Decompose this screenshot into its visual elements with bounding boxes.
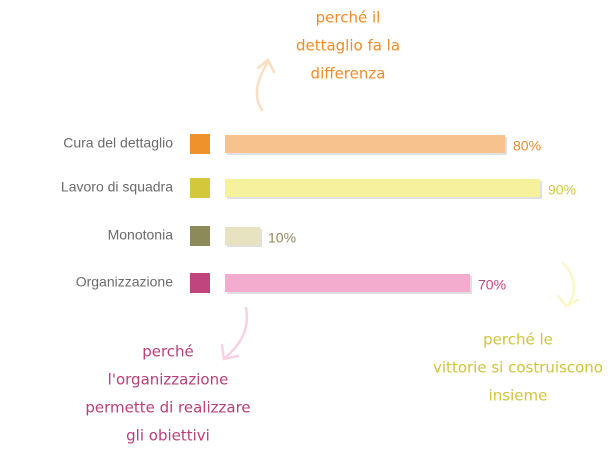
value-label: 10% [268, 230, 296, 246]
value-label: 90% [548, 182, 576, 198]
category-label: Organizzazione [76, 274, 173, 290]
bar [225, 227, 260, 245]
annotation: permette di realizzare [85, 399, 250, 417]
marker [190, 178, 210, 198]
bar [225, 135, 505, 153]
bar [225, 179, 540, 197]
bar [225, 274, 470, 292]
arrow [220, 306, 249, 361]
marker [190, 134, 210, 154]
annotation: perché il [316, 9, 381, 27]
arrow [255, 58, 276, 112]
annotation: insieme [489, 387, 548, 405]
arrow [556, 261, 580, 308]
value-label: 70% [478, 277, 506, 293]
annotation: vittorie si costruiscono [433, 359, 603, 377]
annotation: differenza [311, 65, 386, 83]
annotation: perché [142, 343, 194, 361]
category-label: Monotonia [108, 227, 174, 243]
annotation: perché le [483, 331, 553, 349]
annotation: dettaglio fa la [296, 37, 400, 55]
category-label: Lavoro di squadra [61, 179, 173, 195]
annotation: gli obiettivi [126, 427, 210, 445]
marker [190, 273, 210, 293]
marker [190, 226, 210, 246]
category-label: Cura del dettaglio [63, 135, 173, 151]
value-label: 80% [513, 138, 541, 154]
annotation: l'organizzazione [108, 371, 229, 389]
